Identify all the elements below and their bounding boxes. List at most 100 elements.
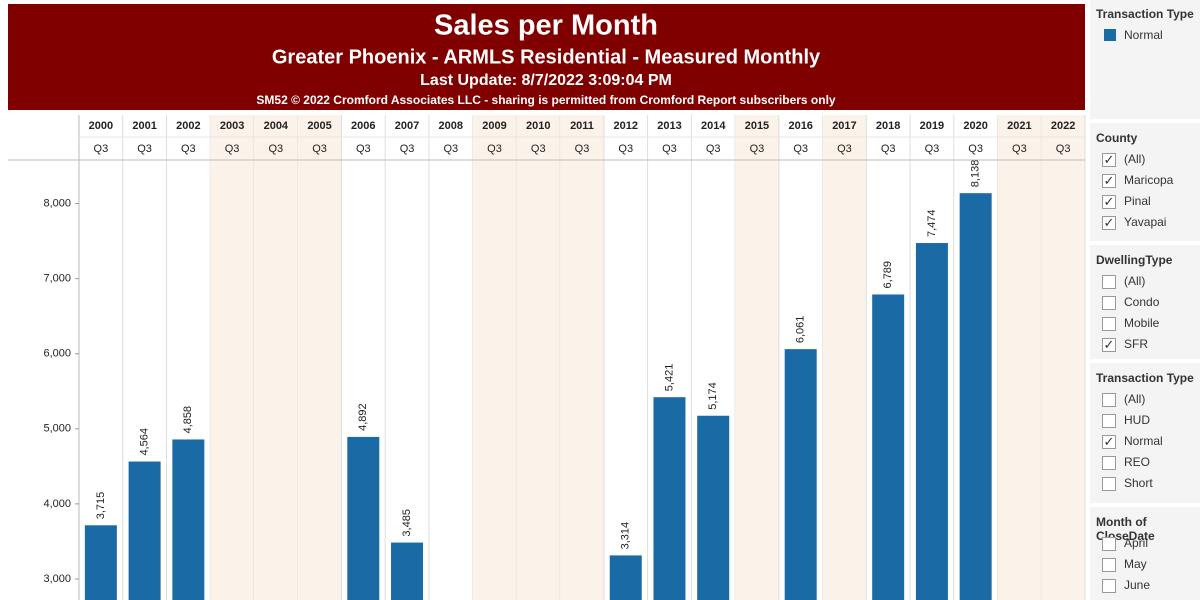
y-tick-label: 4,000	[43, 498, 71, 510]
column-highlight	[516, 115, 561, 600]
checkbox[interactable]: ✓	[1102, 337, 1116, 352]
filter-item[interactable]: April	[1124, 536, 1149, 550]
quarter-label: Q3	[925, 143, 940, 155]
update-text: Last Update: 8/7/2022 3:09:04 PM	[420, 72, 672, 89]
year-label: 2002	[176, 120, 200, 132]
bar	[391, 542, 424, 600]
quarter-label: Q3	[575, 143, 590, 155]
checkbox[interactable]	[1102, 317, 1116, 331]
bar	[128, 461, 161, 600]
year-label: 2000	[89, 120, 113, 132]
checkbox[interactable]	[1102, 275, 1116, 289]
filter-title: County	[1096, 131, 1138, 145]
value-label: 4,858	[182, 406, 194, 434]
filter-item[interactable]: Maricopa	[1124, 173, 1174, 187]
value-label: 7,474	[926, 210, 938, 238]
bar	[697, 415, 730, 600]
bar	[172, 439, 205, 600]
bar	[347, 436, 380, 600]
checkbox[interactable]	[1102, 579, 1116, 593]
filter-item[interactable]: Condo	[1124, 295, 1160, 309]
checkbox[interactable]	[1102, 558, 1116, 572]
filter-title: DwellingType	[1096, 253, 1173, 267]
checkbox[interactable]	[1102, 414, 1116, 428]
quarter-label: Q3	[181, 143, 196, 155]
subtitle: Greater Phoenix - ARMLS Residential - Me…	[272, 46, 821, 68]
year-label: 2017	[832, 120, 856, 132]
checkbox[interactable]	[1102, 393, 1116, 407]
legend-title: Transaction Type	[1096, 7, 1194, 21]
year-label: 2008	[439, 120, 463, 132]
filter-item[interactable]: SFR	[1124, 337, 1148, 351]
checkbox[interactable]	[1102, 456, 1116, 470]
filter-item[interactable]: (All)	[1124, 152, 1146, 166]
value-label: 3,715	[95, 492, 107, 520]
column-highlight	[560, 115, 604, 600]
value-label: 6,061	[795, 316, 807, 344]
title: Sales per Month	[434, 10, 658, 42]
column-highlight	[997, 115, 1042, 600]
filter-item[interactable]: Normal	[1124, 434, 1163, 448]
quarter-label: Q3	[356, 143, 371, 155]
bar	[959, 193, 992, 600]
year-label: 2015	[745, 120, 769, 132]
legend-swatch	[1104, 29, 1116, 41]
filter-title: Transaction Type	[1096, 371, 1194, 385]
column-highlight	[297, 115, 342, 600]
year-label: 2007	[395, 120, 419, 132]
banner	[8, 4, 1085, 110]
checkbox[interactable]	[1102, 537, 1116, 551]
checkbox[interactable]	[1102, 296, 1116, 310]
y-tick-label: 7,000	[43, 273, 71, 285]
bar	[872, 294, 905, 600]
filter-item[interactable]: (All)	[1124, 392, 1146, 406]
quarter-label: Q3	[881, 143, 896, 155]
checkbox[interactable]: ✓	[1102, 434, 1116, 449]
filter-item[interactable]: Mobile	[1124, 316, 1160, 330]
filter-panel: Transaction Type Normal County ✓ (All) ✓ Maric…	[1090, 0, 1200, 600]
checkbox[interactable]	[1102, 477, 1116, 491]
filter-item[interactable]: REO	[1124, 455, 1151, 469]
filter-item[interactable]: HUD	[1124, 413, 1150, 427]
year-label: 2016	[788, 120, 812, 132]
y-tick-label: 3,000	[43, 573, 71, 585]
year-label: 2011	[570, 120, 594, 132]
quarter-label: Q3	[793, 143, 808, 155]
checkbox[interactable]: ✓	[1102, 173, 1116, 188]
chart: Sales per Month Greater Phoenix - ARMLS …	[8, 4, 1086, 600]
year-label: 2009	[482, 120, 506, 132]
year-label: 2003	[220, 120, 244, 132]
value-label: 3,314	[620, 522, 632, 550]
legend-label: Normal	[1124, 28, 1163, 42]
checkbox[interactable]: ✓	[1102, 194, 1116, 209]
year-label: 2014	[701, 120, 726, 132]
separator	[1090, 359, 1200, 363]
quarter-label: Q3	[662, 143, 677, 155]
year-label: 2022	[1051, 120, 1075, 132]
column-highlight	[1041, 115, 1085, 600]
year-label: 2018	[876, 120, 900, 132]
filter-item[interactable]: Short	[1124, 476, 1153, 490]
separator	[1090, 503, 1200, 507]
y-tick-label: 6,000	[43, 348, 71, 360]
notice: SM52 © 2022 Cromford Associates LLC - sh…	[256, 93, 836, 107]
checkbox[interactable]: ✓	[1102, 152, 1116, 167]
filter-item[interactable]: Pinal	[1124, 194, 1151, 208]
checkbox[interactable]: ✓	[1102, 215, 1116, 230]
filter-item[interactable]: Yavapai	[1124, 215, 1167, 229]
value-label: 5,421	[663, 364, 675, 392]
quarter-label: Q3	[837, 143, 852, 155]
filter-item[interactable]: May	[1124, 557, 1147, 571]
quarter-label: Q3	[225, 143, 240, 155]
quarter-label: Q3	[443, 143, 458, 155]
quarter-label: Q3	[750, 143, 765, 155]
filter-item[interactable]: June	[1124, 578, 1151, 592]
filter-item[interactable]: (All)	[1124, 274, 1146, 288]
quarter-label: Q3	[487, 143, 502, 155]
year-label: 2004	[264, 120, 289, 132]
quarter-label: Q3	[1012, 143, 1027, 155]
year-label: 2012	[613, 120, 637, 132]
separator	[1090, 119, 1200, 123]
year-label: 2001	[132, 120, 156, 132]
year-label: 2006	[351, 120, 375, 132]
